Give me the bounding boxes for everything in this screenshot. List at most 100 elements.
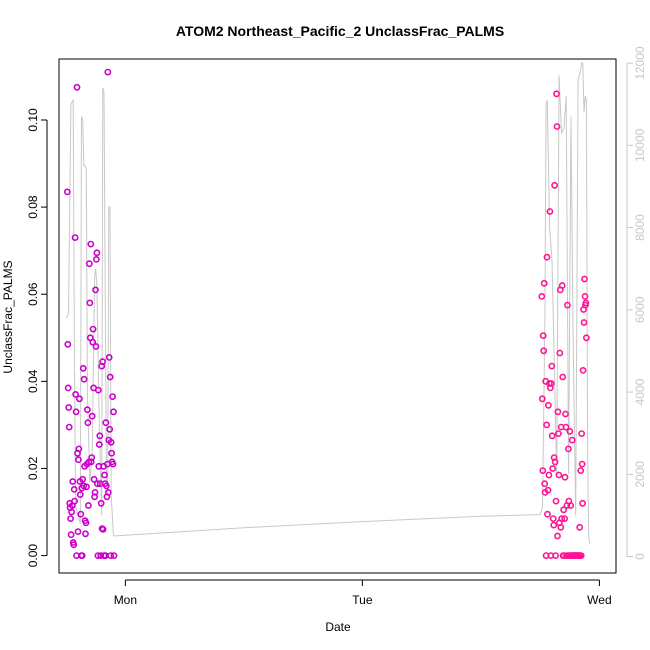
data-point <box>90 475 98 483</box>
y2-tick-label: 10000 <box>633 128 647 162</box>
data-point <box>101 471 108 479</box>
data-point <box>94 480 101 488</box>
data-point <box>82 519 90 527</box>
data-point <box>539 467 547 474</box>
data-point <box>553 123 561 130</box>
data-point <box>104 68 112 76</box>
data-point <box>578 430 585 437</box>
data-point <box>99 526 107 533</box>
data-point <box>70 541 78 549</box>
y-tick-label: 0.08 <box>26 195 40 219</box>
data-point <box>554 532 561 540</box>
data-point <box>64 384 72 392</box>
data-point <box>71 234 79 241</box>
data-point <box>76 395 83 403</box>
data-point <box>553 90 560 98</box>
data-point <box>105 353 113 361</box>
data-point <box>102 419 110 427</box>
data-point <box>78 552 86 559</box>
data-point <box>556 349 564 357</box>
data-point <box>551 181 558 189</box>
data-point <box>565 445 572 453</box>
data-point <box>566 427 574 435</box>
data-point <box>562 410 569 418</box>
data-point <box>104 488 112 496</box>
data-point <box>107 438 115 446</box>
data-point <box>579 499 586 507</box>
y-tick-label: 0.06 <box>26 282 40 306</box>
x-tick-label: Tue <box>352 593 373 607</box>
data-point <box>549 515 557 522</box>
data-point <box>581 292 589 300</box>
data-point <box>77 510 85 518</box>
data-point <box>581 275 588 283</box>
data-point <box>79 475 87 483</box>
data-point <box>79 364 87 372</box>
data-point <box>70 485 78 493</box>
x-axis-label: Date <box>325 620 351 634</box>
data-point <box>554 408 562 416</box>
data-point <box>548 362 556 370</box>
data-point <box>558 282 566 289</box>
data-point <box>552 552 559 559</box>
data-point <box>80 375 88 383</box>
data-point <box>538 395 546 403</box>
data-point <box>94 386 102 394</box>
data-point <box>579 366 587 374</box>
data-point <box>84 419 92 427</box>
data-point <box>580 319 588 326</box>
data-point <box>107 552 115 559</box>
data-point <box>578 460 586 468</box>
data-point <box>92 343 100 350</box>
data-point <box>541 480 549 488</box>
data-point <box>72 390 79 398</box>
chart-title: ATOM2 Northeast_Pacific_2 UnclassFrac_PA… <box>176 23 504 39</box>
y2-tick-label: 8000 <box>633 214 647 241</box>
data-point <box>96 432 104 440</box>
y-tick-label: 0.10 <box>26 108 40 132</box>
y-axis-right: 0 2000 4000 6000 8000 10000 12000 <box>626 46 647 560</box>
data-point <box>75 456 82 464</box>
data-point <box>93 255 100 263</box>
data-point <box>544 486 552 494</box>
data-point <box>561 473 569 481</box>
data-point <box>555 430 562 437</box>
data-point <box>545 471 553 479</box>
data-point <box>73 83 81 91</box>
data-point <box>65 423 73 431</box>
data-point <box>86 299 94 307</box>
data-point <box>110 408 117 416</box>
x-tick-label: Wed <box>587 593 611 607</box>
plot-box <box>58 58 617 574</box>
data-point <box>558 515 566 522</box>
data-point <box>568 436 576 444</box>
y2-tick-label: 4000 <box>633 378 647 405</box>
data-point <box>545 401 552 409</box>
data-point <box>110 552 118 559</box>
data-point <box>555 471 563 479</box>
data-point <box>68 508 75 516</box>
data-point <box>97 499 105 507</box>
y2-tick-label: 6000 <box>633 296 647 323</box>
altitude-line-layer <box>65 62 591 545</box>
x-axis: Mon Tue Wed <box>114 579 612 607</box>
y-axis-left: 0.00 0.02 0.04 0.06 0.08 0.10 <box>26 108 48 568</box>
data-point <box>539 332 547 339</box>
data-point <box>547 380 555 387</box>
data-point <box>71 497 78 505</box>
data-point <box>546 208 554 215</box>
data-point <box>540 347 548 355</box>
y-tick-label: 0.00 <box>26 544 40 568</box>
data-point <box>582 299 590 307</box>
data-point <box>93 249 101 257</box>
data-point <box>92 286 99 294</box>
data-point <box>543 421 550 429</box>
y2-tick-label: 2000 <box>633 461 647 488</box>
y2-tick-label: 12000 <box>633 46 647 80</box>
y2-tick-label: 0 <box>633 553 647 560</box>
data-point <box>89 338 97 346</box>
data-point <box>549 465 557 472</box>
data-point <box>75 445 83 453</box>
data-point <box>67 515 74 522</box>
